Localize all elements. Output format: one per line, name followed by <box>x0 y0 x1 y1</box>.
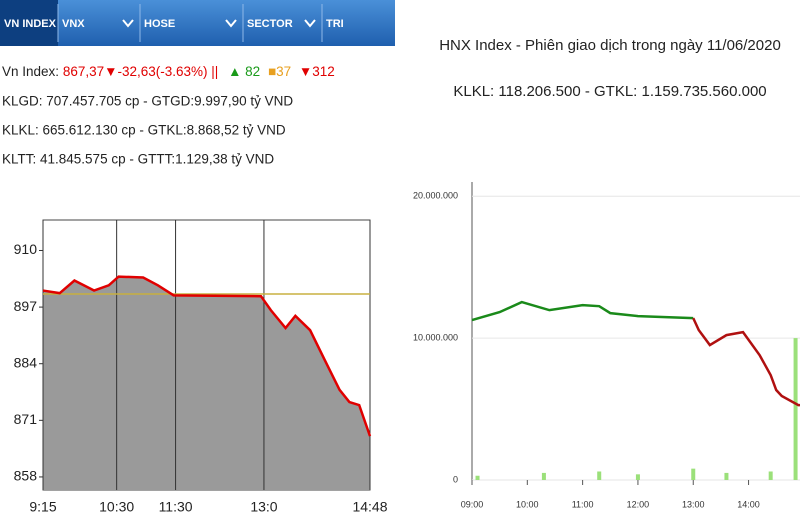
volume-bar <box>635 474 640 480</box>
volume-bar <box>724 472 729 480</box>
tab-label: VNX <box>62 18 85 30</box>
tab[interactable]: SECTOR <box>242 4 316 42</box>
y-tick-label: 897 <box>14 298 38 314</box>
x-tick-label: 10:30 <box>99 499 134 515</box>
tab[interactable]: HOSE <box>139 4 237 42</box>
tab-label: SECTOR <box>247 18 293 30</box>
dropdown-icon <box>122 19 134 28</box>
volume-bar <box>768 471 773 480</box>
y-tick-label: 20.000.000 <box>413 191 458 201</box>
active-tab <box>0 0 58 46</box>
declines: ▼312 <box>299 64 335 79</box>
x-tick-label: 9:15 <box>29 499 56 515</box>
tab-label: HOSE <box>144 18 175 30</box>
volume-bar <box>541 472 546 480</box>
tab-bar <box>0 0 395 46</box>
y-tick-label: 0 <box>453 474 458 484</box>
y-tick-label: 871 <box>14 411 38 427</box>
x-tick-label: 13:00 <box>682 499 705 509</box>
x-tick-label: 11:00 <box>572 499 594 509</box>
info-line: KLGD: 707.457.705 cp - GTGD:9.997,90 tỷ … <box>2 94 293 109</box>
y-tick-label: 910 <box>14 241 38 257</box>
y-tick-label: 10.000.000 <box>413 332 458 342</box>
dropdown-icon <box>225 19 237 28</box>
chart-title: HNX Index - Phiên giao dịch trong ngày 1… <box>439 37 781 54</box>
x-tick-label: 11:30 <box>159 499 193 515</box>
volume-bar <box>597 471 602 480</box>
advances: ▲ 82 <box>228 64 260 79</box>
tab[interactable]: VN INDEX <box>4 18 57 30</box>
tab-label: TRI <box>326 18 344 30</box>
volume-bar <box>793 338 798 480</box>
separator: || <box>211 64 218 79</box>
info-line: KLTT: 41.845.575 cp - GTTT:1.129,38 tỷ V… <box>2 152 274 167</box>
area <box>43 276 370 490</box>
y-tick-label: 858 <box>14 468 38 484</box>
tab[interactable]: TRI <box>321 4 344 42</box>
volume-bar <box>475 475 480 480</box>
y-tick-label: 884 <box>14 354 38 370</box>
x-tick-label: 13:0 <box>250 499 277 515</box>
tab[interactable]: VNX <box>57 4 134 42</box>
line <box>42 275 372 437</box>
tab-label: VN INDEX <box>4 18 57 30</box>
unchanged: ■37 <box>268 64 291 79</box>
line <box>471 300 694 322</box>
x-tick-label: 09:00 <box>461 499 484 509</box>
x-tick-label: 14:00 <box>737 499 760 509</box>
x-tick-label: 14:48 <box>352 499 387 515</box>
label: Vn Index: <box>2 64 59 79</box>
index-value: 867,37▼-32,63(-3.63%) <box>63 64 208 79</box>
chart-subtitle: KLKL: 118.206.500 - GTKL: 1.159.735.560.… <box>453 83 766 100</box>
x-tick-label: 10:00 <box>516 499 539 509</box>
info-line: KLKL: 665.612.130 cp - GTKL:8.868,52 tỷ … <box>2 123 286 138</box>
line <box>692 317 800 407</box>
index-line: Vn Index: 867,37▼-32,63(-3.63%) || ▲ 82 … <box>2 64 335 79</box>
dropdown-icon <box>304 19 316 28</box>
volume-bar <box>691 468 696 480</box>
x-tick-label: 12:00 <box>627 499 650 509</box>
